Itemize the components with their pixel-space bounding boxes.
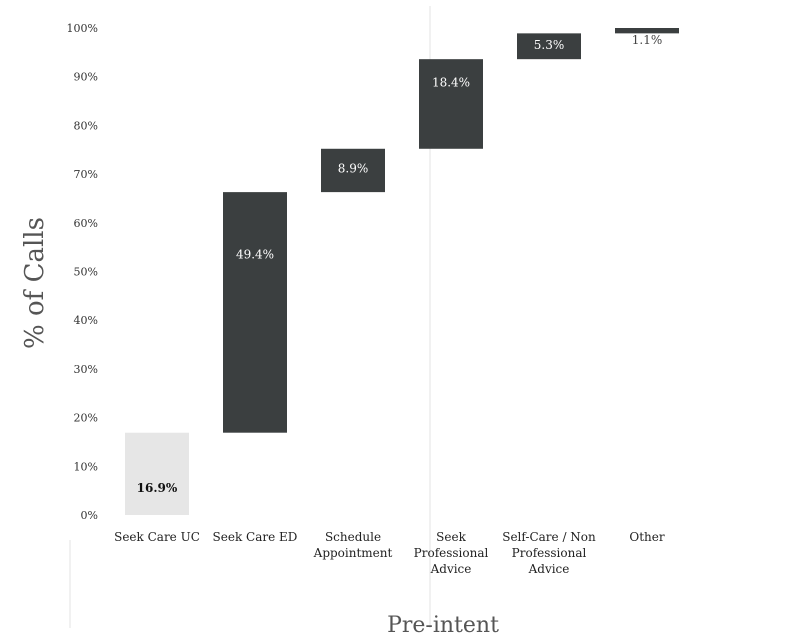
data-label: 18.4% [432, 75, 470, 89]
y-tick-label: 70% [74, 168, 98, 181]
data-label: 8.9% [338, 161, 369, 175]
y-tick-label: 90% [74, 71, 98, 84]
data-label: 16.9% [137, 481, 178, 495]
bar [321, 148, 385, 193]
x-tick-label: Self-Care / Non Professional Advice [502, 530, 596, 576]
x-axis-title: Pre-intent [387, 613, 499, 638]
bar [615, 28, 679, 34]
x-tick-label: Schedule Appointment [313, 530, 393, 560]
y-tick-label: 50% [74, 266, 98, 279]
y-tick-label: 10% [74, 460, 98, 473]
y-tick-label: 20% [74, 412, 98, 425]
bar [223, 192, 287, 433]
data-label: 49.4% [236, 248, 274, 262]
bar [517, 33, 581, 60]
y-tick-label: 40% [74, 314, 98, 327]
bar [125, 432, 189, 515]
x-tick-label: Seek Care ED [213, 530, 298, 544]
x-tick-label: Seek Professional Advice [414, 530, 489, 576]
data-label: 1.1% [632, 33, 663, 47]
x-tick-label: Seek Care UC [114, 530, 200, 544]
x-tick-label: Other [629, 530, 664, 544]
y-tick-label: 80% [74, 119, 98, 132]
bar [419, 59, 483, 149]
data-label: 5.3% [534, 38, 565, 52]
y-tick-label: 60% [74, 217, 98, 230]
y-axis-title: % of Calls [20, 217, 50, 349]
y-tick-label: 30% [74, 363, 98, 376]
y-tick-label: 100% [67, 22, 98, 35]
y-tick-label: 0% [81, 509, 98, 522]
